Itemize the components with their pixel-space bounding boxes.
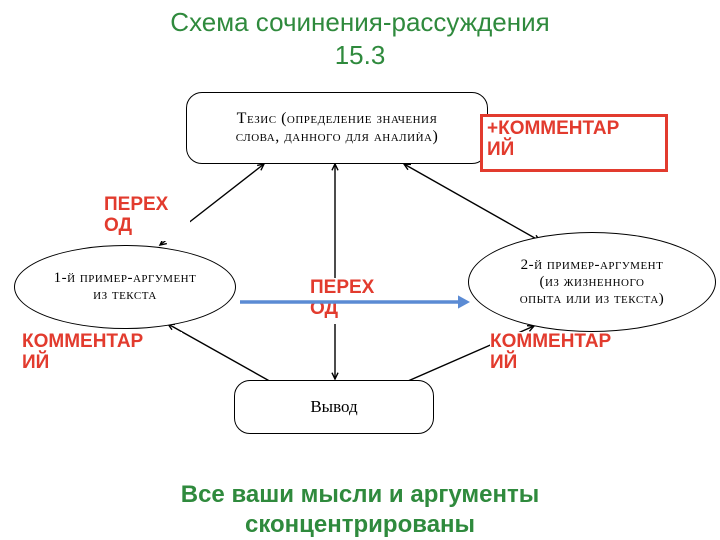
footer-line1: Все ваши мысли и аргументы: [181, 481, 539, 508]
footer-text: Все ваши мысли и аргументы сконцентриров…: [0, 480, 720, 540]
blue-arrow: [0, 0, 720, 540]
footer-line2: сконцентрированы: [245, 511, 475, 538]
diagram-stage: Схема сочинения-рассуждения 15.3 Тезис (…: [0, 0, 720, 540]
